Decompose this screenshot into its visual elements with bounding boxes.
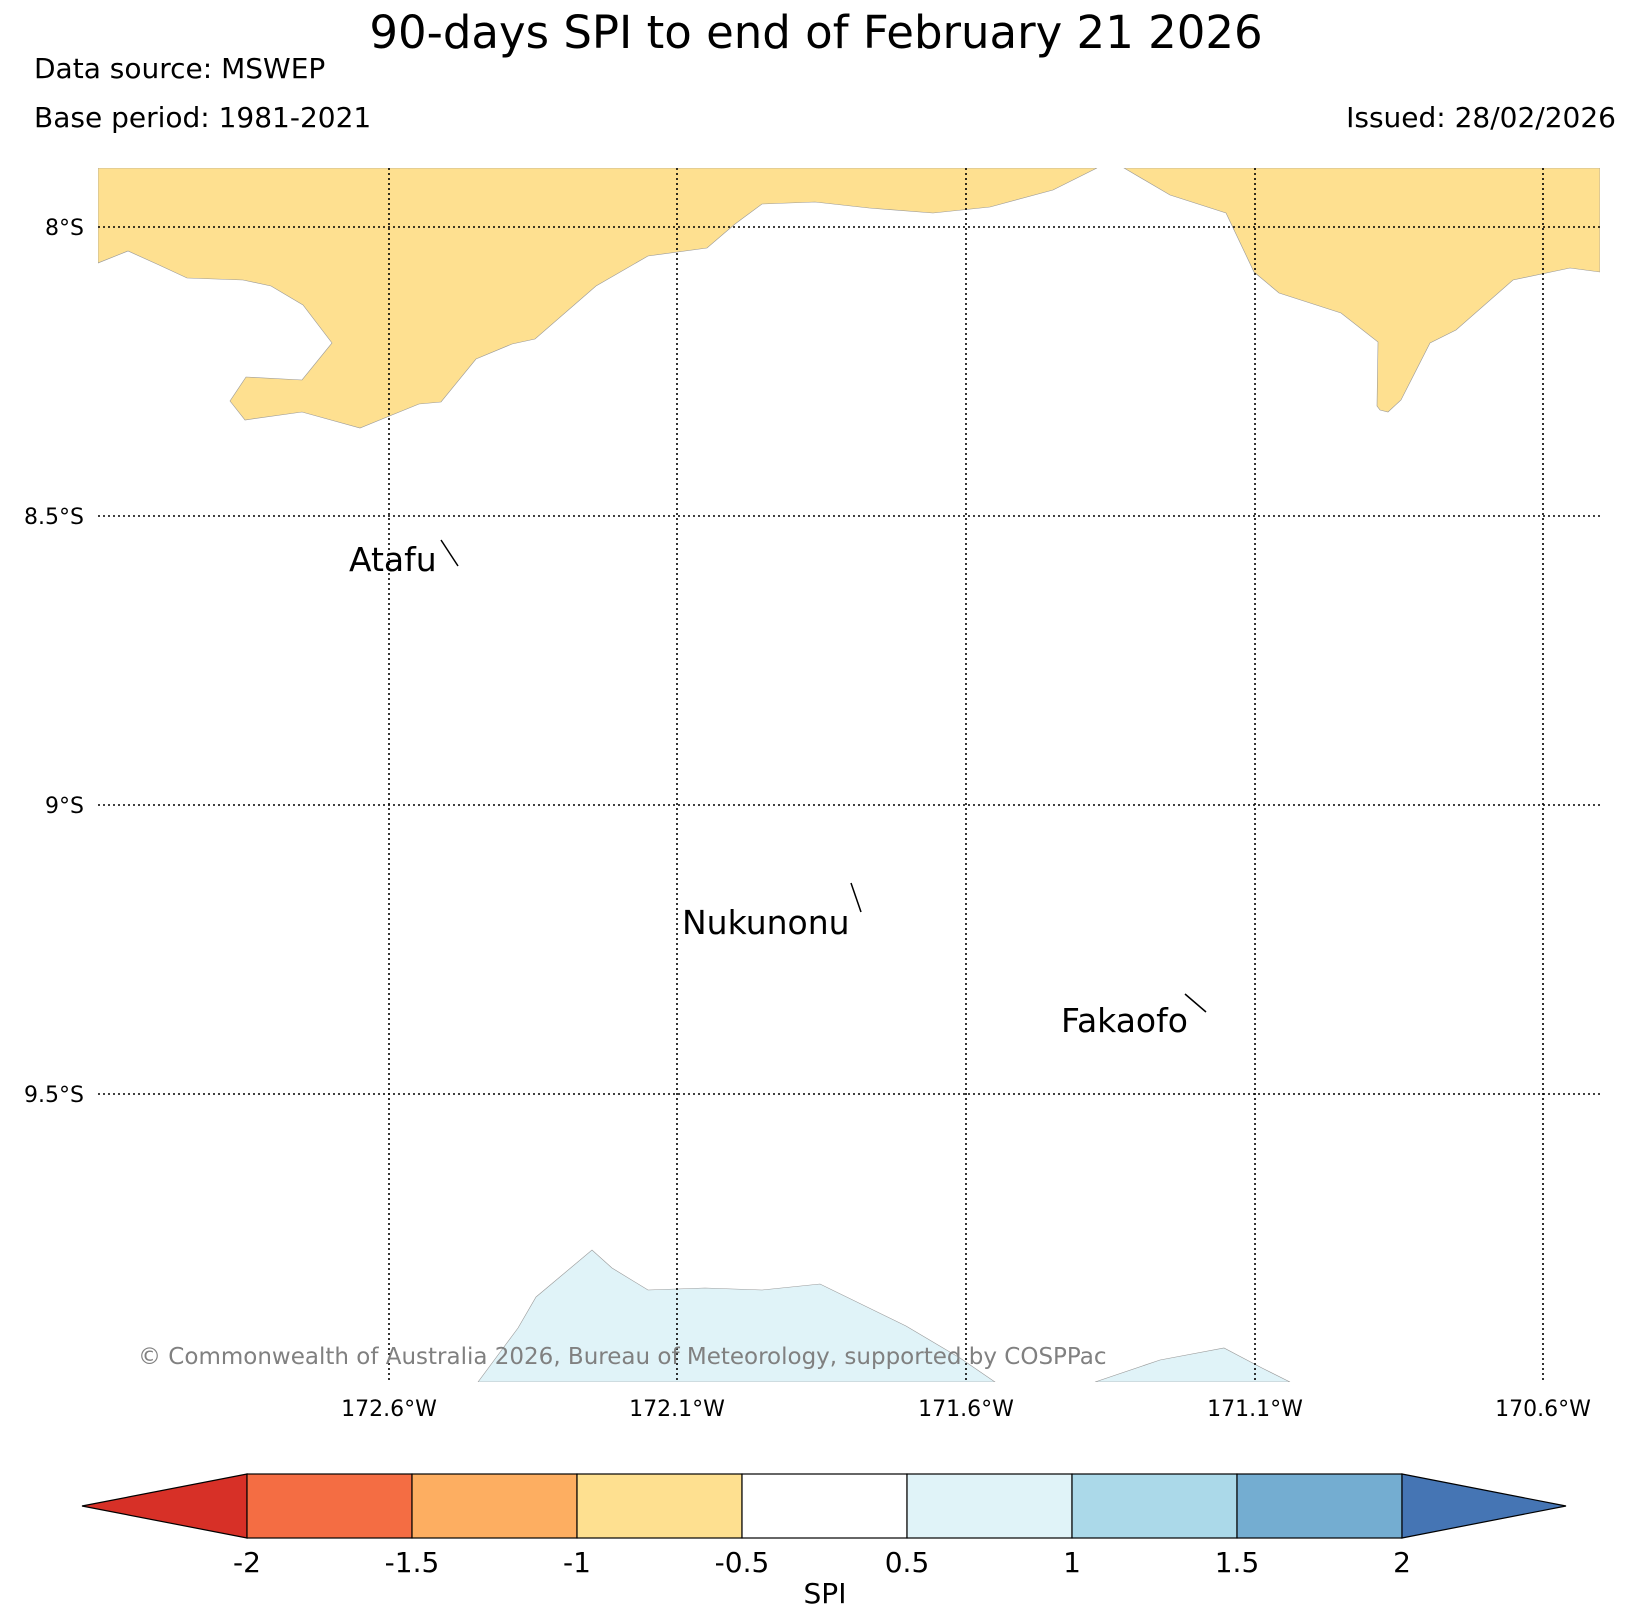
- colorbar-tick: -1: [563, 1546, 591, 1579]
- colorbar-tick: -0.5: [715, 1546, 770, 1579]
- colorbar-title: SPI: [804, 1577, 847, 1609]
- data-source-label: Data source: MSWEP: [34, 52, 326, 85]
- lon-label: 172.1°W: [629, 1397, 725, 1422]
- colorbar-tick: 1.5: [1215, 1546, 1260, 1579]
- colorbar-tick: 0.5: [885, 1546, 930, 1579]
- map-title: 90-days SPI to end of February 21 2026: [369, 6, 1263, 59]
- colorbar-segment: [1236, 1473, 1403, 1539]
- issued-date-label: Issued: 28/02/2026: [1346, 101, 1616, 134]
- lon-label: 172.6°W: [341, 1397, 437, 1422]
- lon-label: 170.6°W: [1495, 1397, 1591, 1422]
- lat-label: 9°S: [45, 794, 84, 819]
- colorbar-tick: 2: [1393, 1546, 1411, 1579]
- fakaofo-marker: [1184, 993, 1207, 1013]
- lon-label: 171.1°W: [1207, 1397, 1303, 1422]
- spi-region-dry: [98, 168, 1098, 429]
- base-period-label: Base period: 1981-2021: [34, 101, 372, 134]
- spi-region-dry-east: [1123, 168, 1600, 413]
- colorbar-extend-low: [81, 1473, 248, 1539]
- spi-shaded-regions: [98, 168, 1600, 1382]
- lat-label: 8.5°S: [24, 505, 84, 530]
- place-label-fakaofo: Fakaofo: [1061, 1001, 1188, 1040]
- colorbar-segment: [906, 1473, 1073, 1539]
- spi-colorbar: -2 -1.5 -1 -0.5 0.5 1 1.5 2 SPI: [81, 1473, 1567, 1609]
- colorbar-tick: -1.5: [385, 1546, 440, 1579]
- spi-region-wet: [477, 1249, 996, 1382]
- colorbar-segment: [246, 1473, 413, 1539]
- colorbar-segment: [741, 1473, 908, 1539]
- colorbar-tick: -2: [233, 1546, 261, 1579]
- colorbar-tick: 1: [1063, 1546, 1081, 1579]
- atafu-marker: [440, 539, 459, 567]
- nukunonu-marker: [850, 882, 862, 913]
- spi-region-wet-east: [1094, 1347, 1291, 1382]
- lat-label: 8°S: [45, 216, 84, 241]
- lon-label: 171.6°W: [918, 1397, 1014, 1422]
- place-label-atafu: Atafu: [349, 540, 437, 579]
- lat-label: 9.5°S: [24, 1083, 84, 1108]
- copyright-notice: © Commonwealth of Australia 2026, Bureau…: [138, 1344, 1107, 1370]
- colorbar-extend-high: [1401, 1473, 1567, 1539]
- colorbar-segment: [576, 1473, 743, 1539]
- colorbar-segment: [1071, 1473, 1238, 1539]
- graticule: [98, 168, 1600, 1382]
- colorbar-segment: [411, 1473, 578, 1539]
- place-label-nukunonu: Nukunonu: [682, 903, 850, 942]
